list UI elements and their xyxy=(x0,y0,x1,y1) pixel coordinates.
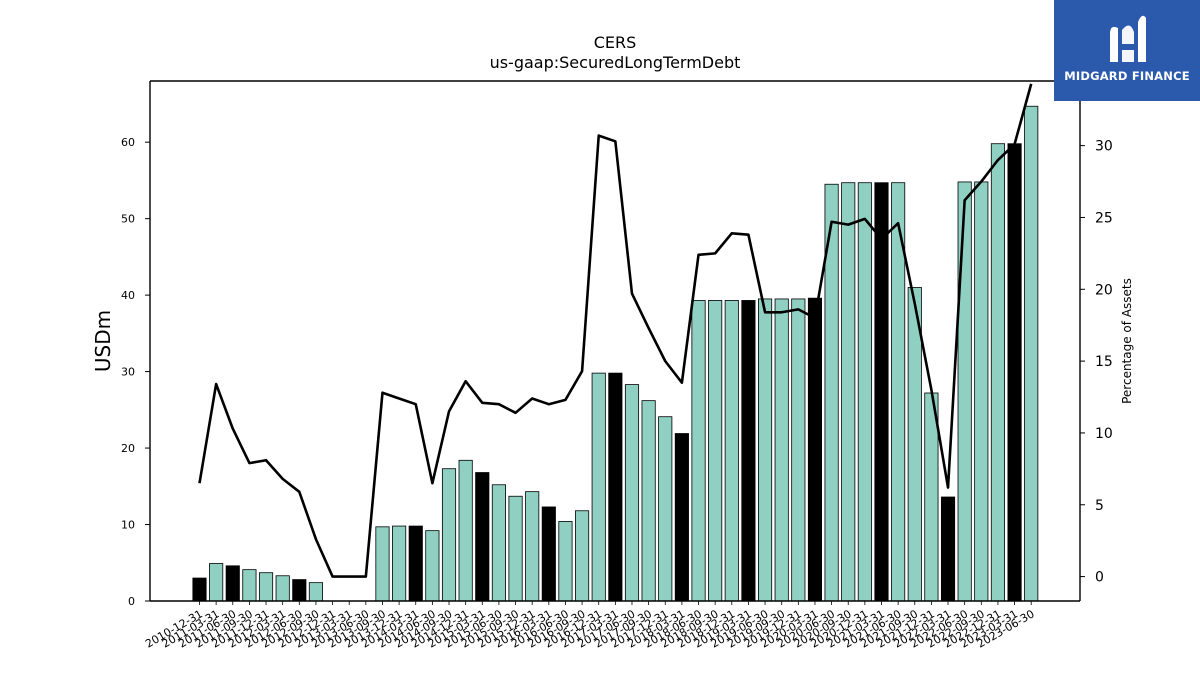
bar xyxy=(841,182,856,602)
bar xyxy=(624,384,640,602)
y2-tick-label: 30 xyxy=(1095,139,1113,155)
bar xyxy=(990,143,1005,602)
bars-layer xyxy=(192,105,1039,602)
bar xyxy=(974,181,989,602)
bar xyxy=(608,372,623,602)
bar xyxy=(558,521,573,602)
bar xyxy=(392,525,407,602)
bar xyxy=(225,565,240,602)
y-tick-label: 20 xyxy=(121,442,135,455)
bar xyxy=(541,506,556,602)
bar xyxy=(874,182,889,602)
bar xyxy=(957,181,972,602)
chart-subtitle: us-gaap:SecuredLongTermDebt xyxy=(489,53,741,72)
bar xyxy=(458,459,473,602)
bar xyxy=(774,298,789,602)
chart-title: CERS xyxy=(593,33,637,52)
y-tick-label: 40 xyxy=(121,289,135,302)
bar xyxy=(258,572,274,602)
bar xyxy=(308,582,323,602)
bar xyxy=(441,468,457,602)
logo-name: MIDGARD FINANCE xyxy=(1064,69,1190,83)
bar xyxy=(491,484,506,602)
logo-mark-icon xyxy=(1110,15,1146,63)
y2-tick-label: 15 xyxy=(1095,354,1113,370)
bar xyxy=(1024,105,1039,602)
y-axis-label: USDm xyxy=(91,310,115,372)
bar xyxy=(741,300,756,602)
bar xyxy=(525,491,540,602)
bar xyxy=(292,579,307,602)
bar xyxy=(807,297,823,602)
y-tick-label: 10 xyxy=(121,519,135,532)
bar xyxy=(209,563,224,602)
bar xyxy=(791,298,806,602)
bar xyxy=(575,510,590,602)
bar xyxy=(857,182,872,602)
y2-tick-label: 5 xyxy=(1095,498,1104,514)
y2-tick-label: 25 xyxy=(1095,210,1113,226)
y2-tick-label: 20 xyxy=(1095,282,1113,298)
y2-axis-label: Percentage of Assets xyxy=(1120,278,1134,404)
bar xyxy=(275,575,290,602)
y-tick-label: 50 xyxy=(121,213,135,226)
series-line xyxy=(198,83,1033,578)
y-tick-label: 0 xyxy=(128,595,135,608)
bar xyxy=(641,400,656,602)
bar xyxy=(375,526,390,602)
line-layer xyxy=(198,83,1033,578)
brand-logo: MIDGARD FINANCE xyxy=(1054,0,1200,101)
bar xyxy=(691,300,706,602)
bar xyxy=(475,472,490,602)
bar xyxy=(658,416,673,602)
bar xyxy=(425,530,440,602)
y2-tick-label: 0 xyxy=(1095,570,1104,586)
bar xyxy=(591,372,606,602)
bar xyxy=(242,569,257,602)
bar xyxy=(940,496,956,602)
y-tick-label: 30 xyxy=(121,366,135,379)
bar xyxy=(408,525,423,602)
bar xyxy=(674,433,689,602)
bar xyxy=(724,300,739,602)
bar xyxy=(192,577,207,602)
bar xyxy=(758,298,773,602)
bar xyxy=(1007,143,1022,602)
bar xyxy=(508,495,523,602)
y2-tick-label: 10 xyxy=(1095,426,1113,442)
bar xyxy=(708,300,723,602)
y-tick-label: 60 xyxy=(121,136,135,149)
